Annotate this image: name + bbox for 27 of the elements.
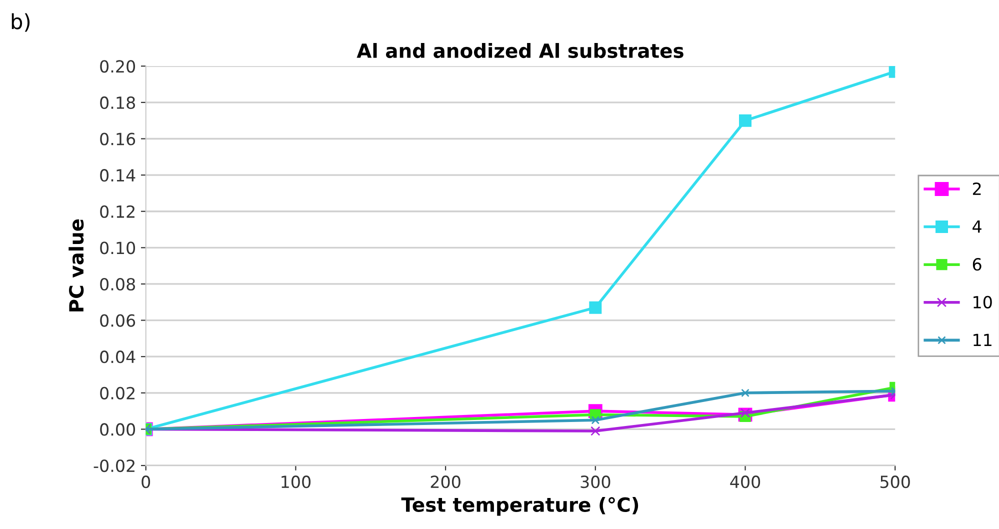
chart-title: Al and anodized Al substrates	[356, 43, 684, 58]
y-axis-title: PC value	[68, 219, 84, 312]
x-tick-label: 200	[430, 476, 460, 488]
y-tick-label: 0.14	[100, 169, 136, 182]
x-tick-label: 400	[730, 476, 760, 488]
x-tick-label: 300	[580, 476, 610, 488]
y-tick-label: 0.06	[100, 314, 136, 327]
legend-label: 11	[974, 334, 992, 346]
y-tick-label: 0.16	[100, 132, 136, 146]
x-tick-label: 100	[282, 476, 311, 488]
x-tick-label: 500	[880, 476, 910, 488]
legend-label: 10	[974, 296, 992, 308]
y-tick-label: 0.20	[100, 60, 136, 73]
x-tick-label: 0	[142, 476, 150, 488]
x-axis-title: Test temperature (°C)	[401, 496, 638, 516]
text: b)	[12, 13, 30, 32]
legend-label: 4	[972, 220, 982, 233]
y-tick-label: 0.12	[100, 205, 134, 218]
legend-label: 2	[972, 182, 981, 195]
y-tick-label: -0.02	[94, 459, 134, 472]
y-tick-label: 0.18	[100, 96, 135, 110]
y-tick-label: 0.10	[100, 242, 136, 254]
y-tick-label: 0.04	[100, 350, 136, 364]
y-tick-label: 0.02	[100, 386, 134, 400]
legend-label: 6	[972, 258, 982, 271]
y-tick-label: 0.00	[100, 423, 136, 436]
y-tick-label: 0.08	[100, 278, 135, 291]
